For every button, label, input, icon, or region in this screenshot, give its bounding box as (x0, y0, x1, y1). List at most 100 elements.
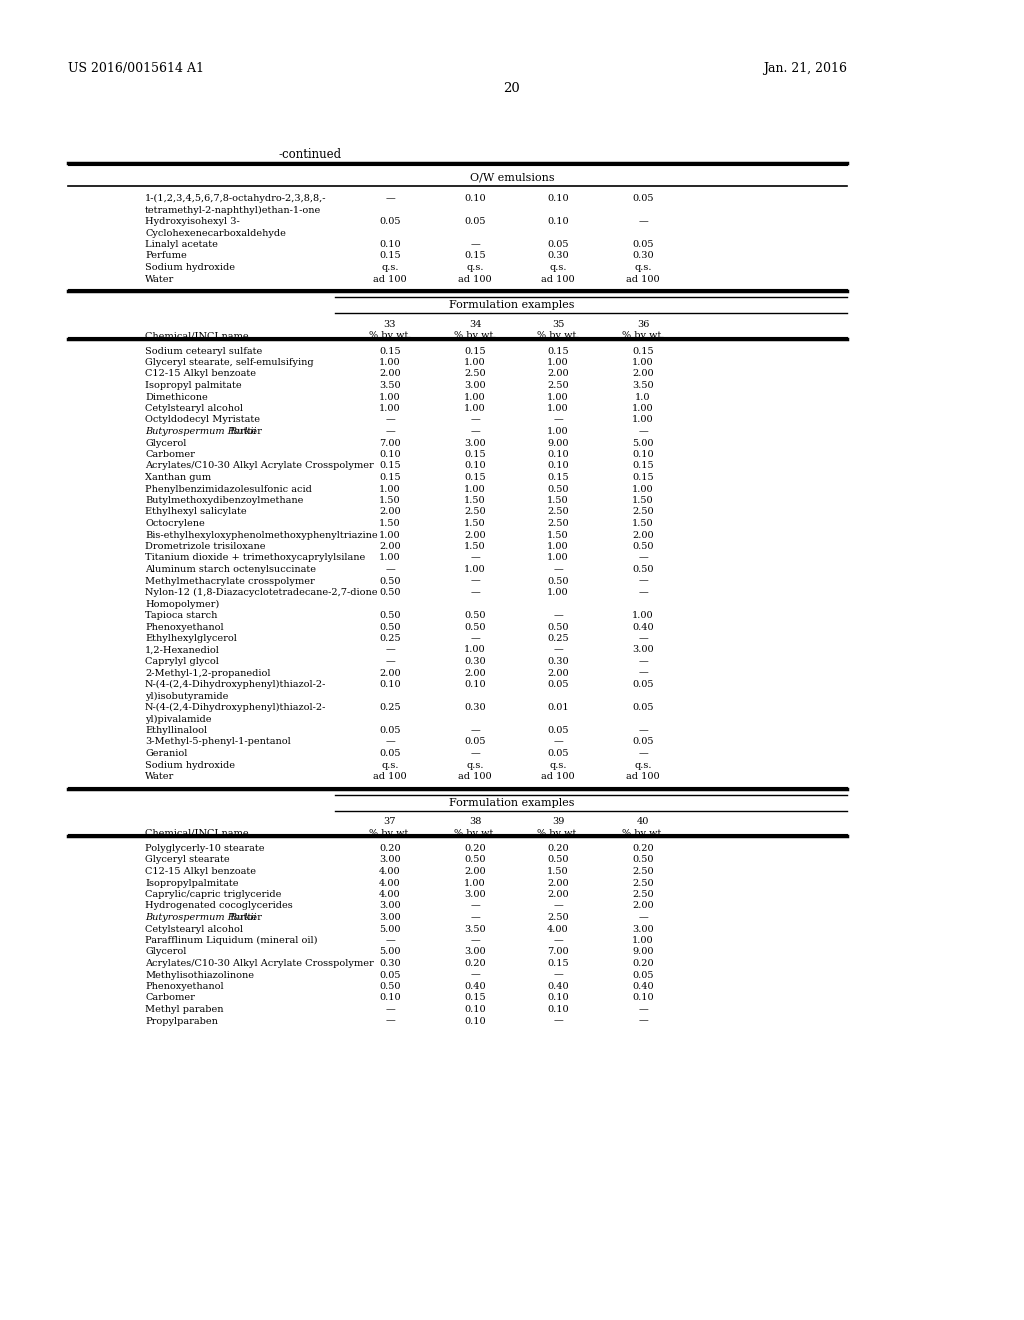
Text: 2.00: 2.00 (547, 370, 568, 379)
Text: —: — (470, 726, 480, 735)
Text: 1.00: 1.00 (379, 553, 400, 562)
Text: ad 100: ad 100 (627, 275, 659, 284)
Text: 39: 39 (552, 817, 564, 826)
Text: 0.40: 0.40 (632, 623, 653, 631)
Text: 1.50: 1.50 (464, 543, 485, 550)
Text: ad 100: ad 100 (627, 772, 659, 781)
Text: 1.0: 1.0 (635, 392, 650, 401)
Text: 0.10: 0.10 (464, 1016, 485, 1026)
Text: 1.00: 1.00 (464, 358, 485, 367)
Text: —: — (470, 577, 480, 586)
Text: 0.05: 0.05 (632, 704, 653, 711)
Text: Water: Water (145, 772, 174, 781)
Text: Acrylates/C10-30 Alkyl Acrylate Crosspolymer: Acrylates/C10-30 Alkyl Acrylate Crosspol… (145, 960, 374, 968)
Text: 2.00: 2.00 (379, 543, 400, 550)
Text: 2.00: 2.00 (464, 867, 485, 876)
Text: —: — (638, 553, 648, 562)
Text: Octocrylene: Octocrylene (145, 519, 205, 528)
Text: Glycerol: Glycerol (145, 948, 186, 957)
Text: 0.10: 0.10 (464, 462, 485, 470)
Text: Titanium dioxide + trimethoxycaprylylsilane: Titanium dioxide + trimethoxycaprylylsil… (145, 553, 366, 562)
Text: 1.00: 1.00 (379, 531, 400, 540)
Text: ad 100: ad 100 (542, 275, 574, 284)
Text: 0.10: 0.10 (464, 680, 485, 689)
Text: 0.05: 0.05 (632, 970, 653, 979)
Text: 0.30: 0.30 (547, 252, 568, 260)
Text: 0.50: 0.50 (547, 577, 568, 586)
Text: Polyglycerly-10 stearate: Polyglycerly-10 stearate (145, 843, 264, 853)
Text: 4.00: 4.00 (379, 890, 400, 899)
Text: 0.15: 0.15 (464, 994, 485, 1002)
Text: 2.00: 2.00 (379, 370, 400, 379)
Text: 0.15: 0.15 (379, 346, 400, 355)
Text: 1.00: 1.00 (547, 358, 568, 367)
Text: 0.25: 0.25 (379, 704, 400, 711)
Text: Glyceryl stearate, self-emulsifying: Glyceryl stearate, self-emulsifying (145, 358, 313, 367)
Text: 0.15: 0.15 (379, 462, 400, 470)
Text: 3-Methyl-5-phenyl-1-pentanol: 3-Methyl-5-phenyl-1-pentanol (145, 738, 291, 747)
Text: —: — (638, 587, 648, 597)
Text: —: — (470, 748, 480, 758)
Text: Sodium cetearyl sulfate: Sodium cetearyl sulfate (145, 346, 262, 355)
Text: 3.00: 3.00 (464, 438, 485, 447)
Text: —: — (470, 902, 480, 911)
Text: 0.50: 0.50 (632, 543, 653, 550)
Text: 2.00: 2.00 (547, 879, 568, 887)
Text: 33: 33 (384, 319, 396, 329)
Text: 20: 20 (504, 82, 520, 95)
Text: q.s.: q.s. (466, 760, 483, 770)
Text: 3.00: 3.00 (379, 902, 400, 911)
Text: Carbomer: Carbomer (145, 450, 195, 459)
Text: -continued: -continued (279, 148, 342, 161)
Text: 1.00: 1.00 (464, 879, 485, 887)
Text: 0.50: 0.50 (379, 611, 400, 620)
Text: 0.15: 0.15 (547, 473, 568, 482)
Text: Propylparaben: Propylparaben (145, 1016, 218, 1026)
Text: —: — (638, 1016, 648, 1026)
Text: Homopolymer): Homopolymer) (145, 599, 219, 609)
Text: 0.10: 0.10 (632, 450, 653, 459)
Text: 1.00: 1.00 (379, 484, 400, 494)
Text: % by wt.: % by wt. (537, 829, 580, 838)
Text: 0.40: 0.40 (632, 982, 653, 991)
Text: 36: 36 (637, 319, 649, 329)
Text: 0.50: 0.50 (547, 484, 568, 494)
Text: Isopropylpalmitate: Isopropylpalmitate (145, 879, 239, 887)
Text: Ethylhexylglycerol: Ethylhexylglycerol (145, 634, 237, 643)
Text: 0.10: 0.10 (464, 1005, 485, 1014)
Text: 0.20: 0.20 (464, 843, 485, 853)
Text: q.s.: q.s. (634, 760, 651, 770)
Text: 3.00: 3.00 (632, 645, 653, 655)
Text: —: — (385, 1005, 395, 1014)
Text: 1.00: 1.00 (464, 404, 485, 413)
Text: 1.00: 1.00 (547, 543, 568, 550)
Text: Parafflinum Liquidum (mineral oil): Parafflinum Liquidum (mineral oil) (145, 936, 317, 945)
Text: 2.00: 2.00 (464, 668, 485, 677)
Text: Tapioca starch: Tapioca starch (145, 611, 217, 620)
Text: Perfume: Perfume (145, 252, 186, 260)
Text: 0.05: 0.05 (464, 738, 485, 747)
Text: 0.15: 0.15 (464, 252, 485, 260)
Text: Formulation examples: Formulation examples (450, 300, 574, 310)
Text: 1.00: 1.00 (379, 404, 400, 413)
Text: 2.00: 2.00 (632, 531, 653, 540)
Text: 0.30: 0.30 (464, 657, 485, 667)
Text: 0.20: 0.20 (632, 843, 653, 853)
Text: —: — (638, 426, 648, 436)
Text: 0.50: 0.50 (547, 855, 568, 865)
Text: —: — (470, 913, 480, 921)
Text: 1.00: 1.00 (379, 392, 400, 401)
Text: 2.50: 2.50 (547, 381, 568, 389)
Text: ad 100: ad 100 (373, 772, 407, 781)
Text: —: — (470, 587, 480, 597)
Text: 2.50: 2.50 (547, 519, 568, 528)
Text: 4.00: 4.00 (379, 867, 400, 876)
Text: 3.00: 3.00 (464, 381, 485, 389)
Text: 0.05: 0.05 (632, 194, 653, 203)
Text: 0.10: 0.10 (379, 450, 400, 459)
Text: —: — (638, 634, 648, 643)
Text: Butyrospermum Parkii: Butyrospermum Parkii (145, 913, 256, 921)
Text: 0.10: 0.10 (547, 194, 568, 203)
Text: q.s.: q.s. (381, 263, 398, 272)
Text: 38: 38 (469, 817, 481, 826)
